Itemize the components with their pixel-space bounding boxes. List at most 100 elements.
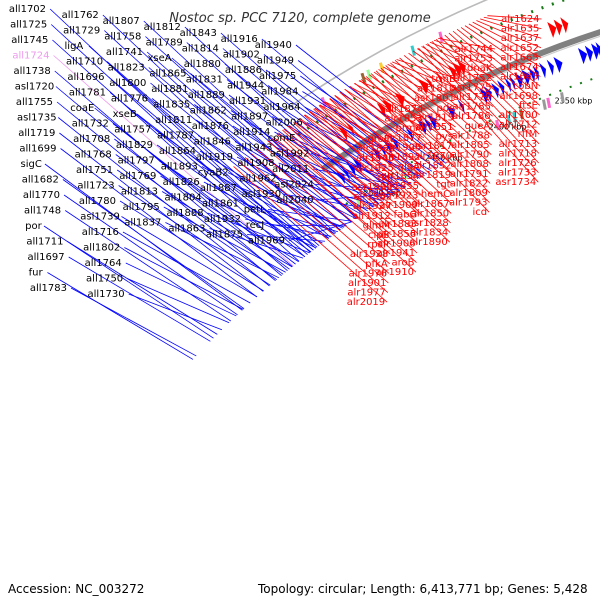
label-connector (364, 77, 455, 147)
annotation-mark (546, 97, 552, 109)
label-connector (456, 28, 541, 97)
label-connector (278, 132, 393, 226)
minus-gene-label: all1813 (121, 187, 158, 198)
minus-gene-label: all1764 (85, 258, 122, 269)
label-connector (125, 262, 237, 317)
plus-gene-label: pds (437, 103, 455, 114)
label-connector (244, 157, 389, 284)
minus-strand-gene (508, 75, 516, 91)
minus-gene-label: all1719 (18, 128, 55, 139)
plus-gene-label: alr1793 (449, 198, 487, 209)
plus-gene-label: alr1834 (410, 228, 448, 239)
ruler-tick-label: 2350 kbp (555, 96, 593, 105)
plus-gene-label: alr2019 (347, 297, 385, 308)
plus-gene-label: asr1817 (412, 141, 453, 152)
plus-gene-label: alr1892 (382, 152, 420, 163)
label-connector (124, 247, 244, 310)
label-connector (339, 91, 453, 195)
label-connector (444, 34, 540, 125)
minus-gene-label: all1814 (182, 44, 219, 55)
label-connector (244, 218, 332, 237)
plus-gene-label: alr1744 (455, 44, 493, 55)
label-connector (161, 191, 293, 268)
minus-gene-label: asl2024 (274, 180, 314, 191)
label-connector (375, 70, 491, 184)
plus-gene-label: alr1753 (454, 54, 492, 65)
plus-gene-label: alr1674 (500, 62, 538, 73)
label-connector (468, 23, 541, 68)
label-connector (109, 92, 308, 255)
plus-gene-label: alr1700 (499, 110, 537, 121)
minus-gene-label: all1697 (28, 252, 65, 263)
label-connector (349, 85, 454, 176)
minus-gene-label: all1875 (206, 230, 243, 241)
annotation-mark (360, 72, 367, 84)
label-connector (408, 52, 493, 117)
minus-gene-label: por (25, 221, 42, 232)
label-connector (390, 62, 492, 155)
minus-gene-label: all1887 (200, 183, 237, 194)
plus-gene-label: alr1819 (413, 170, 451, 181)
label-connector (63, 194, 238, 316)
label-connector (297, 60, 442, 167)
label-connector (353, 83, 426, 119)
label-connector (313, 108, 451, 243)
minus-strand-gene (591, 43, 600, 60)
label-connector (199, 150, 335, 235)
minus-gene-label: all1861 (202, 199, 239, 210)
plus-gene-label: alr1850 (411, 208, 449, 219)
label-connector (282, 129, 418, 254)
label-connector (263, 54, 420, 179)
plus-gene-label: alr1718 (498, 148, 536, 159)
label-connector (160, 175, 299, 263)
minus-gene-label: all1886 (225, 65, 262, 76)
plus-gene-label: alr1665 (500, 52, 538, 63)
minus-gene-label: all1829 (116, 140, 153, 151)
label-connector (435, 38, 540, 145)
ruler-ticks: 2000 kbp2050 kbp2100 kbp2150 kbp2200 kbp… (363, 96, 593, 197)
minus-gene-label: all1769 (119, 171, 156, 182)
minus-gene-label: all1931 (229, 96, 266, 107)
label-connector (155, 129, 318, 248)
label-connector (385, 65, 492, 165)
label-connector (267, 140, 392, 245)
label-connector (247, 234, 326, 242)
plus-gene-label: cobN (513, 81, 538, 92)
label-connector (59, 132, 264, 292)
label-connector (304, 114, 396, 178)
label-connector (358, 80, 426, 110)
plus-gene-label: aroB (392, 258, 415, 269)
label-connector (250, 152, 390, 274)
label-connector (417, 48, 494, 98)
label-connector (119, 200, 264, 292)
plus-gene-label: alr1822 (450, 178, 488, 189)
label-connector (196, 119, 347, 226)
label-connector (197, 135, 341, 231)
minus-gene-label: all1783 (30, 283, 67, 294)
label-connector (319, 104, 422, 187)
minus-gene-label: all1741 (106, 47, 143, 58)
minus-gene-label: all1881 (151, 84, 188, 95)
minus-gene-label: all1730 (87, 289, 124, 300)
minus-gene-label: all1823 (108, 63, 145, 74)
label-connector (122, 231, 251, 304)
plus-gene-label: alr1791 (450, 169, 488, 180)
label-connector (433, 39, 495, 59)
label-connector (329, 98, 423, 167)
label-connector (298, 118, 420, 225)
plus-gene-label: icd (472, 207, 487, 218)
label-connector (378, 69, 457, 118)
minus-strand-gene (422, 116, 431, 132)
minus-gene-label: all1738 (14, 66, 51, 77)
plus-gene-label: alr1977 (347, 288, 385, 299)
minus-gene-label: all1876 (192, 121, 229, 132)
label-connector (382, 66, 457, 109)
minus-gene-label: all1880 (184, 59, 221, 70)
label-connector (68, 256, 211, 342)
label-connector (127, 278, 230, 324)
label-connector (354, 82, 454, 166)
label-connector (294, 121, 395, 197)
minus-gene-label: all1724 (12, 51, 49, 62)
plus-gene-label: alr1976 (349, 268, 387, 279)
minus-strand-gene (483, 86, 492, 102)
